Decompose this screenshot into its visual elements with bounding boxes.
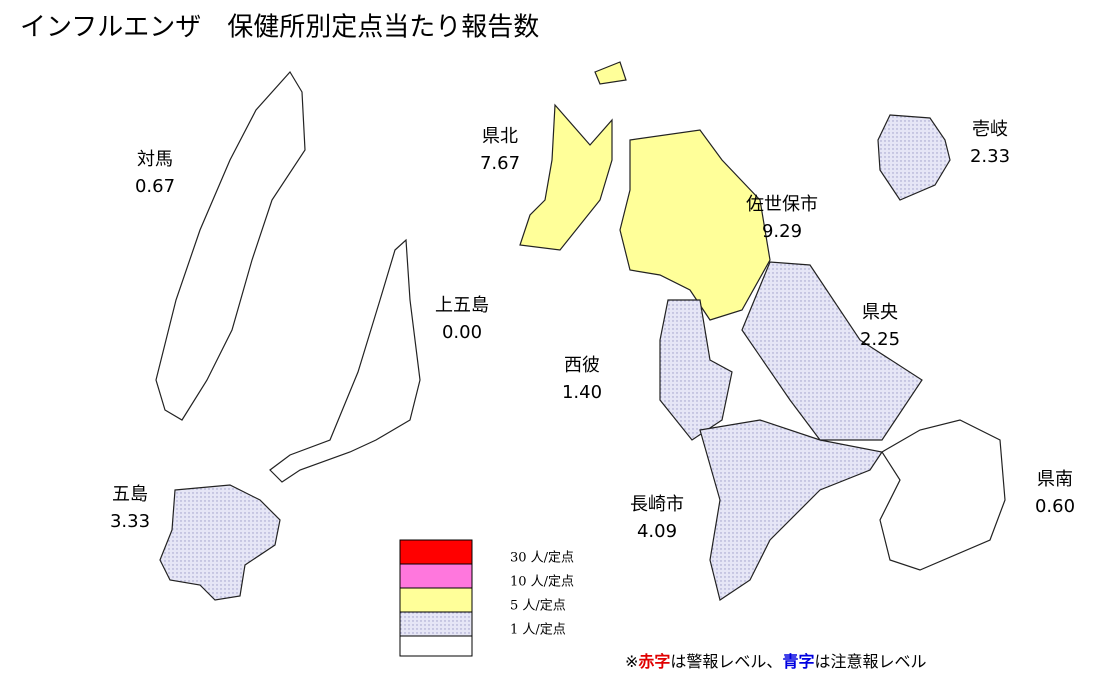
region-name: 西彼 [564,355,600,376]
note-blue: 青字 [782,652,814,671]
area-sasebo [619,129,771,321]
region-value: 4.09 [637,521,677,542]
legend-swatch [399,563,473,589]
region-name: 長崎市 [630,494,684,515]
note: ※赤字は警報レベル、青字は注意報レベル [625,652,926,671]
note-part: は警報レベル、 [670,652,782,671]
region-value: 2.25 [860,329,900,350]
note-red: 赤字 [638,652,670,671]
region-name: 五島 [112,484,148,505]
region-name: 県南 [1037,469,1073,490]
area-seihi [659,299,733,441]
legend: 30 人/定点 10 人/定点 5 人/定点 1 人/定点 [399,539,574,657]
area-kenhoku-n [594,61,627,85]
region-name: 上五島 [435,295,489,316]
legend-swatch [399,635,473,657]
legend-label: 5 人/定点 [510,599,566,614]
legend-label: 10 人/定点 [510,575,574,590]
region-name: 佐世保市 [746,194,818,215]
area-tsushima [155,70,306,421]
note-part: ※ [625,652,638,671]
region-value: 3.33 [110,511,150,532]
legend-swatch [399,539,473,565]
legend-swatch [399,587,473,613]
region-name: 県北 [482,126,518,147]
region-value: 7.67 [480,153,520,174]
region-value: 0.60 [1035,496,1075,517]
region-value: 1.40 [562,382,602,403]
region-value: 9.29 [762,221,802,242]
area-kamigoto [269,238,421,483]
note-part: は注意報レベル [814,652,926,671]
region-value: 0.67 [135,176,175,197]
area-kennan [879,419,1006,571]
title: インフルエンザ 保健所別定点当たり報告数 [20,13,539,43]
legend-label: 1 人/定点 [510,623,566,638]
area-nagasaki [699,419,883,601]
region-value: 0.00 [442,322,482,343]
region-name: 対馬 [137,149,173,170]
area-kenhoku [519,103,613,251]
region-labels: 対馬 0.67 上五島 0.00 五島 3.33 壱岐 2.33 県北 7.67 佐世保市 9.29 西… [110,119,1075,542]
area-iki [877,114,951,201]
region-value: 2.33 [970,146,1010,167]
area-kenou [741,261,923,441]
area-goto [159,484,281,601]
legend-swatch [399,611,473,637]
region-name: 県央 [862,302,898,323]
region-name: 壱岐 [972,119,1008,140]
legend-label: 30 人/定点 [510,551,574,566]
